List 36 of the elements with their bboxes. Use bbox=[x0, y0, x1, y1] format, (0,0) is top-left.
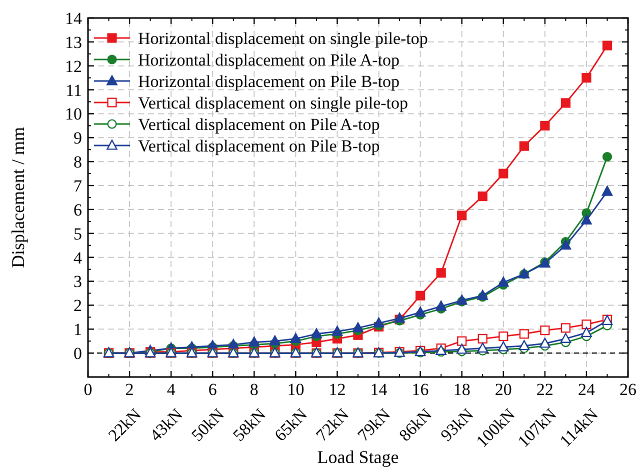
x-tick-label: 24 bbox=[578, 380, 596, 399]
y-tick-label: 1 bbox=[74, 320, 82, 340]
y-tick-label: 6 bbox=[74, 200, 82, 220]
y-axis-title: Displacement / mm bbox=[8, 127, 28, 268]
y-tick-label: 9 bbox=[74, 128, 82, 148]
y-tick-label: 5 bbox=[74, 224, 82, 244]
y-tick-label: 8 bbox=[74, 152, 82, 172]
y-tick-label: 3 bbox=[74, 272, 82, 292]
x-tick-label: 20 bbox=[494, 380, 512, 399]
legend-label: Vertical displacement on Pile A-top bbox=[138, 114, 380, 134]
x-tick-label: 12 bbox=[328, 380, 346, 399]
y-tick-label: 10 bbox=[65, 104, 82, 124]
x-tick-label: 26 bbox=[620, 380, 636, 399]
x-tick-label: 2 bbox=[125, 380, 134, 399]
legend-label: Vertical displacement on Pile B-top bbox=[138, 136, 380, 156]
y-tick-label: 13 bbox=[65, 32, 82, 52]
x-axis-title: Load Stage bbox=[317, 447, 399, 467]
legend-label: Horizontal displacement on Pile A-top bbox=[138, 50, 400, 70]
legend-label: Horizontal displacement on Pile B-top bbox=[138, 72, 400, 91]
x-tick-label: 14 bbox=[370, 380, 388, 399]
x-tick-label: 18 bbox=[453, 380, 470, 399]
x-tick-label: 10 bbox=[287, 380, 304, 399]
y-tick-label: 14 bbox=[65, 8, 82, 28]
y-tick-label: 12 bbox=[65, 56, 82, 76]
y-tick-label: 2 bbox=[74, 296, 82, 316]
x-tick-label: 4 bbox=[166, 380, 176, 399]
x-tick-label: 16 bbox=[412, 380, 429, 399]
y-tick-label: 11 bbox=[66, 80, 82, 100]
y-tick-label: 7 bbox=[74, 176, 82, 196]
y-tick-label: 4 bbox=[74, 248, 82, 268]
x-tick-label: 6 bbox=[208, 380, 217, 399]
x-tick-label: 8 bbox=[250, 380, 258, 399]
legend-label: Horizontal displacement on single pile-top bbox=[138, 28, 428, 48]
legend-label: Vertical displacement on single pile-top bbox=[138, 93, 408, 112]
y-tick-label: 0 bbox=[74, 344, 82, 364]
x-tick-label: 22 bbox=[536, 380, 554, 399]
